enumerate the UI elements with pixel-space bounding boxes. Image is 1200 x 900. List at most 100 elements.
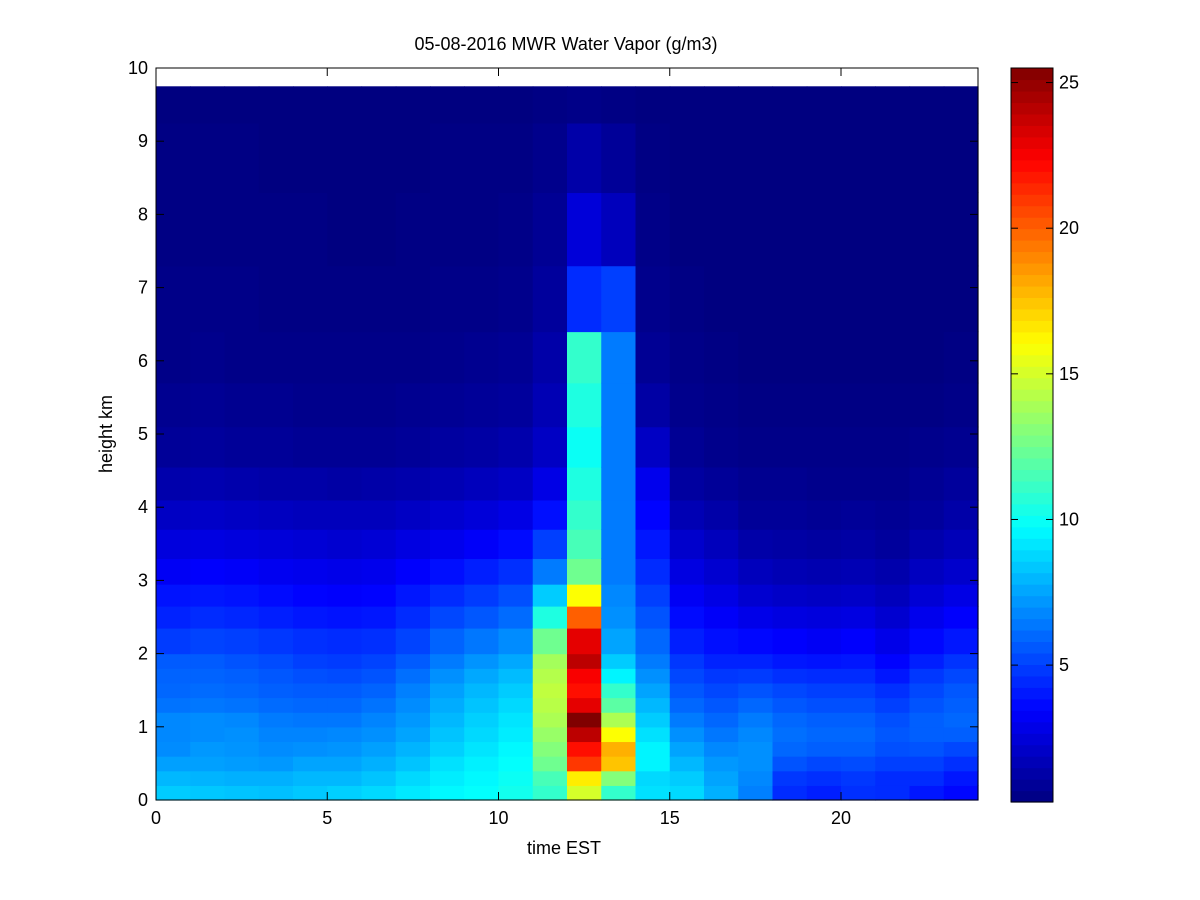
heatmap-cell <box>395 606 431 629</box>
colorbar-tick-label: 10 <box>1059 509 1079 529</box>
heatmap-cell <box>567 712 602 728</box>
heatmap-cell <box>293 741 328 757</box>
heatmap-cell <box>464 726 500 743</box>
heatmap-cell <box>601 426 637 468</box>
heatmap-cell <box>258 331 294 384</box>
heatmap-cell <box>190 653 226 669</box>
heatmap-cell <box>738 606 774 629</box>
heatmap-cell <box>190 426 226 468</box>
heatmap-cell <box>395 122 431 194</box>
heatmap-cell <box>635 426 671 468</box>
heatmap-cell <box>806 331 842 384</box>
heatmap-cell <box>635 584 671 607</box>
heatmap-cell <box>430 712 465 728</box>
heatmap-cell <box>704 584 739 607</box>
heatmap-cell <box>532 682 568 699</box>
heatmap-cell <box>669 606 705 629</box>
heatmap-cell <box>395 627 431 655</box>
heatmap-cell <box>841 726 876 743</box>
heatmap-cell <box>806 529 842 560</box>
heatmap-cell <box>327 668 363 684</box>
heatmap-cell <box>395 756 431 772</box>
heatmap-cell <box>806 697 842 713</box>
heatmap-cell <box>772 653 808 669</box>
heatmap-cell <box>875 627 911 655</box>
heatmap-cell <box>841 382 876 428</box>
heatmap-cell <box>943 653 979 669</box>
heatmap-cell <box>943 584 979 607</box>
heatmap-cell <box>567 529 602 560</box>
heatmap-cell <box>156 265 191 333</box>
heatmap-cell <box>498 756 534 772</box>
heatmap-cell <box>601 331 637 384</box>
heatmap-cell <box>909 756 945 772</box>
heatmap-cell <box>464 331 500 384</box>
colorbar-swatch <box>1011 710 1053 723</box>
heatmap-cell <box>909 741 945 757</box>
colorbar-swatch <box>1011 503 1053 516</box>
heatmap-cell <box>532 265 568 333</box>
heatmap-cell <box>224 741 260 757</box>
heatmap-cell <box>669 697 705 713</box>
heatmap-cell <box>943 192 979 267</box>
heatmap-cell <box>738 499 774 530</box>
heatmap-cell <box>669 726 705 743</box>
heatmap-cell <box>738 726 774 743</box>
heatmap-cell <box>190 192 226 267</box>
heatmap-cell <box>190 682 226 699</box>
heatmap-cell <box>258 697 294 713</box>
heatmap-cell <box>224 466 260 501</box>
heatmap-cell <box>601 192 637 267</box>
heatmap-cell <box>635 122 671 194</box>
heatmap-cell <box>909 697 945 713</box>
heatmap-cell <box>772 558 808 585</box>
heatmap-cell <box>395 697 431 713</box>
heatmap-cell <box>293 627 328 655</box>
heatmap-cell <box>635 756 671 772</box>
heatmap-cell <box>464 741 500 757</box>
heatmap-cell <box>738 584 774 607</box>
heatmap-cell <box>669 192 705 267</box>
heatmap-cell <box>567 668 602 684</box>
heatmap-cell <box>258 466 294 501</box>
heatmap-cell <box>498 122 534 194</box>
heatmap-cell <box>258 499 294 530</box>
heatmap-cell <box>841 426 876 468</box>
heatmap-cell <box>943 756 979 772</box>
heatmap-cell <box>395 331 431 384</box>
colorbar-swatch <box>1011 320 1053 333</box>
x-axis-label: time EST <box>527 838 601 858</box>
heatmap-cell <box>498 785 534 801</box>
colorbar-swatch <box>1011 572 1053 585</box>
heatmap-cell <box>567 86 602 124</box>
heatmap-cell <box>498 466 534 501</box>
heatmap-cell <box>635 770 671 786</box>
colorbar-swatch <box>1011 377 1053 390</box>
heatmap-cell <box>327 382 363 428</box>
heatmap-cell <box>704 122 739 194</box>
heatmap-cell <box>258 426 294 468</box>
heatmap-cell <box>875 192 911 267</box>
heatmap-cell <box>464 499 500 530</box>
heatmap-cell <box>704 653 739 669</box>
heatmap-cell <box>293 265 328 333</box>
heatmap-cell <box>704 529 739 560</box>
heatmap-cell <box>258 382 294 428</box>
heatmap-cell <box>601 668 637 684</box>
heatmap-cell <box>635 331 671 384</box>
heatmap-cell <box>875 86 911 124</box>
heatmap-cell <box>841 627 876 655</box>
colorbar-swatch <box>1011 217 1053 230</box>
heatmap-cell <box>738 668 774 684</box>
heatmap-cell <box>738 741 774 757</box>
heatmap-cell <box>156 86 191 124</box>
heatmap-cell <box>498 584 534 607</box>
heatmap-cell <box>635 668 671 684</box>
heatmap-cell <box>635 682 671 699</box>
heatmap-cell <box>875 653 911 669</box>
colorbar-swatch <box>1011 182 1053 195</box>
heatmap-cell <box>190 726 226 743</box>
heatmap-cell <box>875 770 911 786</box>
heatmap-cell <box>361 726 397 743</box>
